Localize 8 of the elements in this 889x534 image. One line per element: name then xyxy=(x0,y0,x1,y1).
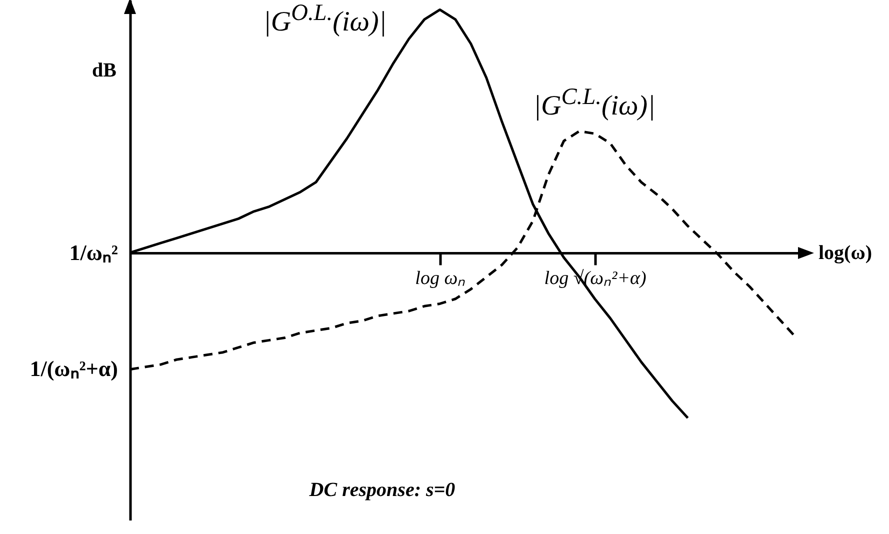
series-label: |G$^{O.L.}$(iω)| xyxy=(263,0,387,38)
series-label: |G$^{C.L.}$(iω)| xyxy=(533,84,656,122)
text: 1/ωₙ² xyxy=(69,240,118,265)
x-tick-label: log ωₙ xyxy=(415,268,466,290)
text: 1/(ωₙ²+α) xyxy=(30,356,118,382)
y-axis-title: dB xyxy=(92,60,116,82)
text: DC response: s=0 xyxy=(309,479,456,501)
x-axis-title: log(ω) xyxy=(818,242,872,264)
